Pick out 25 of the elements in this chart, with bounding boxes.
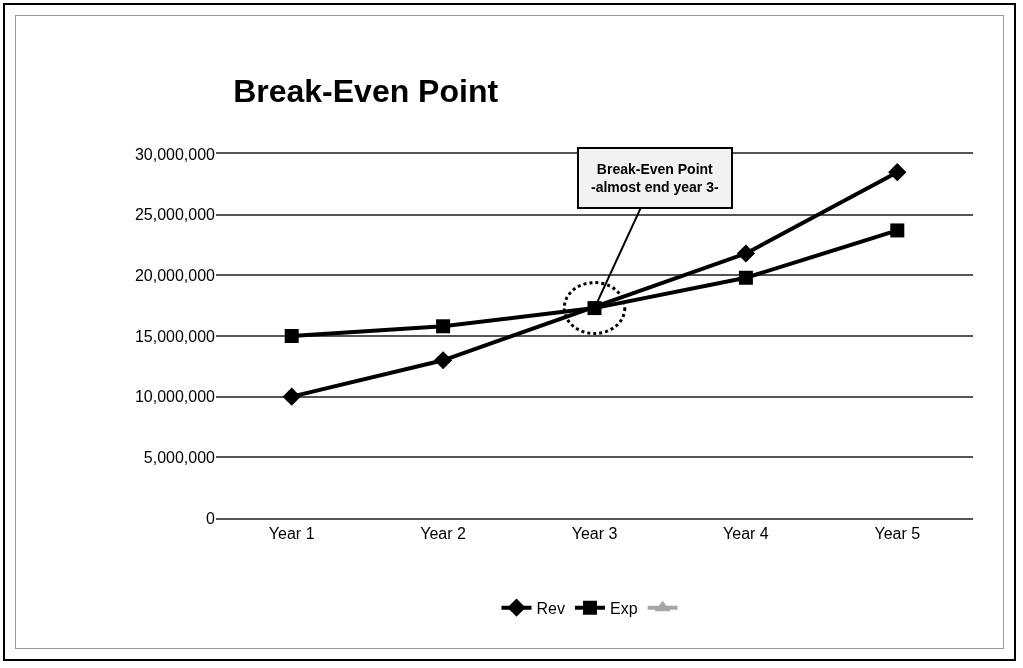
point [890,223,905,238]
point [436,319,451,334]
point [736,244,755,263]
y-tick-label: 20,000,000 [134,266,216,284]
x-tick-label: Year 4 [723,524,769,542]
y-tick-label: 0 [206,509,216,527]
x-tick-label: Year 2 [420,524,467,542]
point [282,387,301,406]
point [434,351,453,370]
x-tick-label: Year 5 [874,524,921,542]
y-tick-label: 15,000,000 [134,327,216,345]
legend-label: Rev [536,599,565,617]
point [587,301,602,316]
y-tick-label: 5,000,000 [143,448,216,466]
y-tick-label: 30,000,000 [134,145,216,163]
point [888,163,907,182]
y-tick-label: 10,000,000 [134,388,216,406]
annotation: Break-Even Point -almost end year 3- [591,161,719,196]
chart-title: Break-Even Point [233,72,499,109]
point [738,270,753,285]
x-tick-label: Year 3 [571,524,618,542]
point [284,329,299,343]
x-tick-label: Year 1 [268,524,315,542]
legend-label: Exp [609,599,638,617]
y-tick-label: 25,000,000 [134,206,216,224]
